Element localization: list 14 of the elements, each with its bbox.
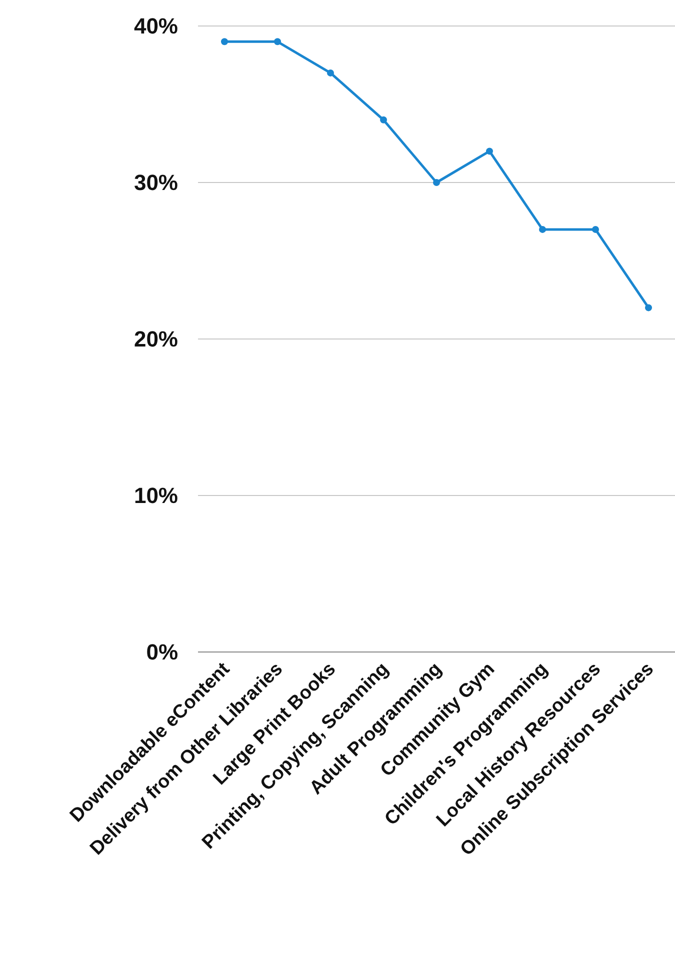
y-tick-label: 10% (134, 483, 178, 508)
y-tick-label: 40% (134, 14, 178, 39)
point (327, 69, 334, 76)
point (380, 116, 387, 124)
point (592, 226, 599, 233)
point (221, 38, 228, 46)
point (486, 148, 493, 155)
point (433, 179, 440, 186)
point (274, 38, 281, 46)
point (539, 226, 546, 233)
point (645, 304, 652, 312)
y-tick-label: 20% (134, 326, 178, 352)
y-tick-label: 0% (146, 640, 178, 665)
y-tick-label: 30% (134, 170, 178, 196)
